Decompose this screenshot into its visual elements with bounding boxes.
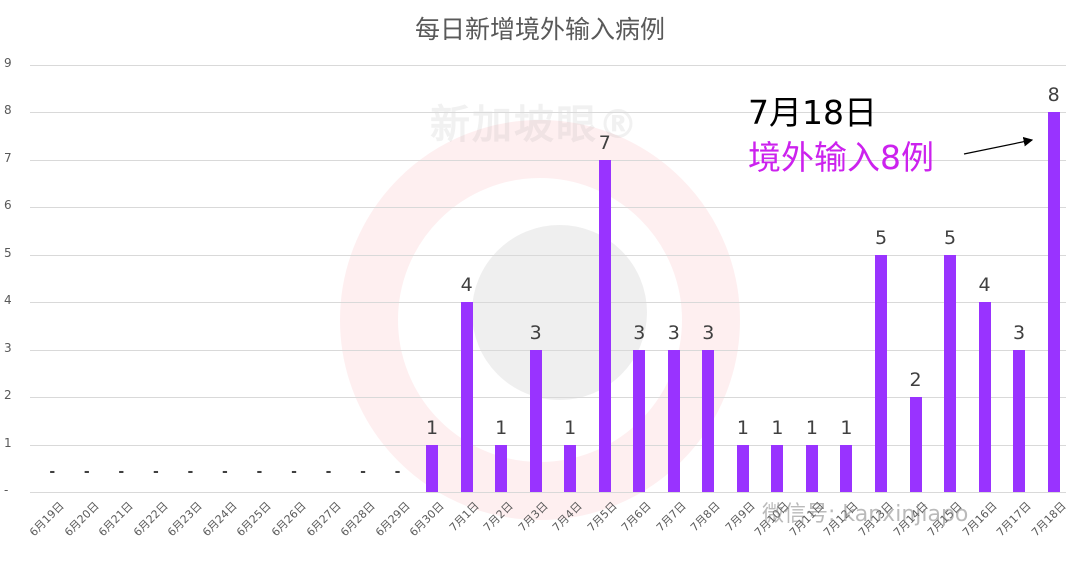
data-label: 3	[667, 321, 680, 344]
bar	[874, 254, 887, 492]
x-tick-label: 6月24日	[199, 499, 240, 540]
y-tick-label: 6	[4, 198, 12, 213]
y-tick-label: 4	[4, 293, 12, 308]
y-tick-label: 5	[4, 245, 12, 260]
bar	[805, 444, 818, 492]
watermark-brand: 新加坡眼®	[430, 102, 640, 148]
annotation-cases: 境外输入8例	[748, 138, 934, 177]
watermark-inner-circle	[472, 225, 647, 400]
bar	[944, 254, 957, 492]
data-label: -	[291, 464, 297, 480]
x-tick-label: 7月7日	[653, 499, 689, 535]
x-tick-label: 6月26日	[268, 499, 309, 540]
y-tick-label: 7	[4, 150, 12, 165]
watermark-wechat: 微信号: kanxinjiapo	[762, 502, 969, 527]
x-tick-label: 6月30日	[407, 499, 447, 540]
bar	[529, 349, 542, 492]
x-tick-label: 6月23日	[165, 499, 205, 540]
gridline	[30, 302, 1066, 304]
data-label: 3	[529, 321, 542, 344]
y-tick-label: 1	[4, 435, 12, 450]
data-label: 1	[805, 416, 818, 439]
x-tick-label: 6月21日	[96, 499, 136, 540]
data-label: -	[187, 464, 194, 480]
bar	[736, 444, 749, 492]
data-label: -	[256, 464, 263, 480]
x-tick-label: 6月20日	[61, 499, 102, 540]
data-label: -	[118, 464, 125, 480]
x-tick-label: 7月17日	[994, 499, 1034, 540]
y-tick-label: -	[4, 483, 9, 497]
gridline	[30, 349, 1066, 351]
data-label: 1	[564, 416, 577, 439]
data-label: 8	[1047, 84, 1060, 107]
x-tick-label: 6月25日	[234, 499, 275, 540]
data-label: -	[83, 464, 90, 480]
bar	[495, 444, 508, 492]
bar	[840, 444, 853, 492]
x-tick-label: 7月6日	[619, 499, 654, 535]
bar	[426, 444, 439, 492]
gridline	[30, 444, 1066, 446]
data-label: 7	[598, 131, 611, 154]
data-label: 1	[495, 416, 508, 439]
bar	[598, 159, 611, 492]
y-tick-label: 9	[4, 55, 12, 70]
data-label: -	[394, 464, 401, 480]
gridline	[30, 254, 1066, 256]
y-tick-label: 3	[4, 340, 12, 355]
annotation-date: 7月18日	[748, 93, 877, 132]
data-label: 1	[840, 416, 853, 439]
bar	[1013, 349, 1026, 492]
x-tick-label: 6月29日	[372, 499, 413, 540]
x-tick-label: 6月19日	[27, 499, 67, 540]
bar	[633, 349, 646, 492]
x-tick-label: 7月18日	[1028, 499, 1069, 540]
data-label: 3	[1013, 321, 1026, 344]
x-tick-label: 6月28日	[338, 499, 378, 540]
data-label: 4	[460, 274, 473, 297]
data-label: 1	[426, 416, 439, 439]
bar	[978, 302, 991, 492]
annotation-arrow-icon	[963, 136, 1034, 155]
data-label: -	[360, 464, 366, 480]
y-tick-label: 2	[4, 388, 12, 403]
data-label: 4	[978, 274, 991, 297]
bar	[460, 302, 473, 492]
chart-title: 每日新增境外输入病例	[414, 15, 665, 44]
bar	[909, 397, 922, 492]
bar	[564, 444, 577, 492]
data-label: 1	[771, 416, 784, 439]
gridline	[30, 159, 1066, 161]
x-tick-label: 6月22日	[130, 499, 171, 540]
bar	[667, 349, 680, 492]
data-label: 3	[633, 321, 646, 344]
bar	[1047, 112, 1060, 492]
bar	[702, 349, 715, 492]
y-tick-label: 8	[4, 103, 12, 118]
gridline	[30, 492, 1066, 493]
data-label: -	[325, 464, 332, 480]
data-label: -	[49, 464, 56, 480]
x-tick-label: 6月27日	[303, 499, 344, 540]
data-label: 1	[736, 416, 749, 439]
data-label: -	[152, 464, 159, 480]
x-tick-label: 7月1日	[446, 499, 482, 535]
data-label: 3	[702, 321, 715, 344]
data-label: 5	[943, 226, 957, 249]
bar	[771, 444, 784, 492]
data-label: 5	[874, 226, 888, 249]
data-label: -	[222, 464, 228, 480]
x-tick-label: 7月8日	[688, 499, 723, 535]
gridline	[30, 64, 1066, 66]
gridline	[30, 397, 1066, 399]
data-label: 2	[909, 369, 922, 392]
gridline	[30, 207, 1066, 209]
gridline	[30, 112, 1066, 114]
